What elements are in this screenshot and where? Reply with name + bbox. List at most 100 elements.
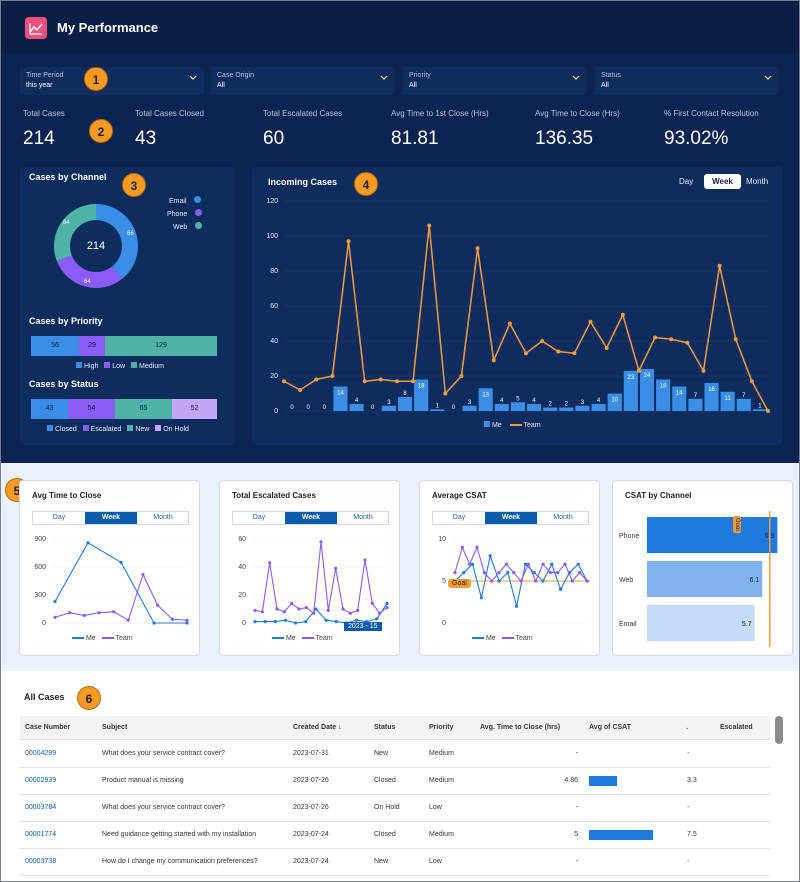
filter-case-origin[interactable]: Case Origin All [211, 67, 395, 95]
toggle-week[interactable]: Week [485, 512, 537, 524]
toggle-week[interactable]: Week [704, 174, 741, 189]
toggle-day[interactable]: Day [252, 514, 266, 521]
point-team [468, 562, 472, 566]
legend-email: Email [169, 196, 202, 205]
bar-me [656, 379, 671, 411]
legend-swatch [47, 425, 53, 431]
table-scrollbar[interactable] [775, 716, 783, 744]
col-status[interactable]: Status [374, 724, 396, 731]
legend-label: Low [112, 363, 126, 370]
chart-tooltip: 2023 - 15 [344, 622, 382, 631]
average-csat-chart[interactable]: 0 5 10 [424, 531, 596, 631]
point-team [717, 263, 722, 268]
goal-marker: Goal [448, 579, 471, 588]
card-legend: Me Team [72, 635, 133, 642]
bar-me [720, 391, 735, 411]
point-team [53, 615, 57, 619]
toggle-month[interactable]: Month [746, 177, 769, 186]
col-extra[interactable]: . [686, 724, 688, 731]
col-avg-time[interactable]: Avg. Time to Close (hrs) [480, 724, 561, 731]
cell-subject: What does your service contract cover? [102, 804, 225, 811]
y-tick-label: 80 [270, 268, 278, 275]
bar-me [575, 405, 590, 411]
point-team [282, 610, 286, 614]
filter-value: All [217, 82, 225, 89]
bar-label: 10 [611, 398, 618, 404]
col-subject[interactable]: Subject [102, 724, 128, 731]
status-bar-on-hold[interactable]: 52 [172, 399, 217, 419]
status-bar-closed[interactable]: 43 [31, 399, 68, 419]
filter-priority[interactable]: Priority All [403, 67, 587, 95]
bar-me [381, 405, 396, 411]
table-row-divider [20, 821, 770, 822]
col-case-number[interactable]: Case Number [25, 724, 71, 731]
total-escalated-chart[interactable]: 0 20 40 60 [224, 531, 396, 631]
point-team [512, 571, 516, 575]
toggle-week[interactable]: Week [285, 512, 337, 524]
callout-badge-3: 3 [122, 173, 146, 197]
y-tick-label: 0 [242, 620, 246, 627]
toggle-month[interactable]: Month [153, 514, 173, 521]
case-number-link[interactable]: 00001774 [25, 831, 57, 838]
legend-label: Me [85, 635, 96, 642]
sort-desc-icon: ↓ [338, 724, 342, 731]
y-tick-label: 40 [270, 338, 278, 345]
point-team [260, 610, 264, 614]
case-number-link[interactable]: 00003738 [25, 858, 57, 865]
point-me [283, 618, 288, 622]
point-team [334, 566, 338, 570]
cell-priority: Medium [429, 750, 454, 757]
priority-bar-high[interactable]: 56 [31, 336, 79, 356]
cell-created-date: 2023-07-24 [293, 858, 329, 865]
toggle-day[interactable]: Day [52, 514, 66, 521]
card-title: Average CSAT [432, 491, 487, 500]
status-bar-new[interactable]: 65 [115, 399, 172, 419]
cell-avg-time: - [575, 804, 578, 811]
point-me [506, 571, 510, 575]
toggle-week[interactable]: Week [85, 512, 137, 524]
point-me [294, 621, 298, 625]
case-number-link[interactable]: 00003784 [25, 804, 57, 811]
priority-bar-low[interactable]: 29 [79, 336, 105, 356]
col-created-date[interactable]: Created Date ↓ [293, 724, 342, 731]
case-number-link[interactable]: 00004289 [25, 750, 57, 757]
avg-time-to-close-chart[interactable]: 0 300 600 900 [24, 531, 196, 631]
bar-label: 0 [307, 405, 311, 411]
filter-status[interactable]: Status All [595, 67, 779, 95]
priority-bar-medium[interactable]: 129 [105, 336, 217, 356]
col-escalated[interactable]: Escalated [720, 724, 753, 731]
point-team [524, 351, 528, 356]
cell-status: New [374, 750, 389, 757]
cell-status: Closed [374, 831, 396, 838]
case-number-link[interactable]: 00002939 [25, 777, 57, 784]
cell-priority: Medium [429, 831, 454, 838]
filter-label: Case Origin [217, 72, 254, 79]
col-priority[interactable]: Priority [429, 724, 454, 731]
col-label: Created Date [293, 724, 337, 731]
col-avg-csat[interactable]: Avg of CSAT [589, 724, 631, 731]
y-tick-label: 900 [34, 536, 46, 543]
status-bar-escalated[interactable]: 54 [68, 399, 115, 419]
donut-slice-email [96, 204, 138, 279]
filter-time-period[interactable]: Time Period this year [20, 67, 204, 95]
point-team [185, 618, 189, 622]
chevron-down-icon [764, 75, 772, 80]
cases-by-channel-donut[interactable]: 214 84 64 66 [41, 191, 151, 301]
point-team [341, 607, 345, 611]
legend-swatch [155, 425, 162, 431]
cell-status: Closed [374, 777, 396, 784]
average-csat-card: Average CSAT Day Week Month 0 5 10 Goal Me… [419, 480, 600, 656]
bar-me [494, 404, 509, 411]
toggle-month[interactable]: Month [553, 514, 573, 521]
legend-swatch [484, 421, 490, 427]
legend-label: Team [315, 635, 333, 642]
toggle-month[interactable]: Month [353, 514, 373, 521]
point-me [576, 562, 580, 566]
point-team [556, 349, 561, 354]
toggle-day[interactable]: Day [679, 177, 694, 186]
toggle-day[interactable]: Day [452, 514, 466, 521]
bar-label: 3 [468, 400, 472, 406]
point-me [515, 604, 519, 608]
